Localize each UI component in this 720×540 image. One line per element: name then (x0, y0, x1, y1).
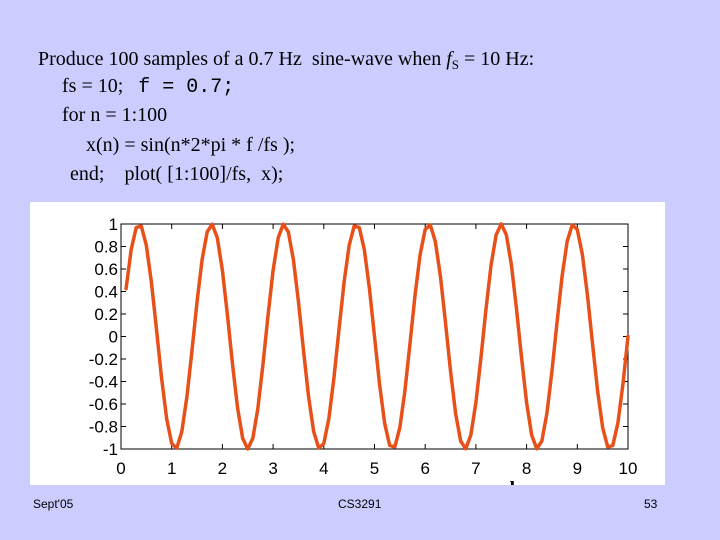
y-tick-label-1: 0.8 (94, 238, 118, 257)
chart-panel: 0 1 2 3 4 5 6 7 8 9 10 1 0.8 0.6 0.4 0.2 0 -0.2 -0.4 -0.6 -0… (30, 202, 665, 485)
sine-wave-chart: 0 1 2 3 4 5 6 7 8 9 10 1 0.8 0.6 0.4 0.2 0 -0.2 -0.4 -0.6 -0… (89, 215, 638, 485)
footer-course: CS3291 (338, 497, 382, 511)
y-tick-label-4: 0.2 (94, 305, 118, 324)
x-tick-label-2: 2 (218, 459, 227, 478)
y-tick-label-8: -0.6 (89, 395, 118, 414)
title-prefix: Produce 100 samples of a 0.7 Hz sine-wav… (38, 48, 447, 70)
y-tick-label-3: 0.4 (94, 283, 118, 302)
footer-date: Sept'05 (33, 497, 74, 511)
y-tick-label-5: 0 (109, 328, 118, 347)
x-tick-label-9: 9 (573, 459, 582, 478)
x-tick-label-5: 5 (370, 459, 379, 478)
code-line-1: fs = 10; f = 0.7; (62, 75, 234, 99)
title-fs-subscript: S (451, 57, 460, 72)
x-tick-label-3: 3 (268, 459, 277, 478)
code-f-assign: f = 0.7; (138, 76, 235, 99)
y-tick-label-2: 0.6 (94, 260, 118, 279)
y-tick-label-9: -0.8 (89, 418, 118, 437)
x-tick-label-10: 10 (619, 459, 638, 478)
x-tick-label-4: 4 (319, 459, 328, 478)
y-tick-label-6: -0.2 (89, 350, 118, 369)
code-fs-assign: fs = 10; (62, 75, 124, 97)
y-tick-label-7: -0.4 (89, 373, 118, 392)
code-end: end; (70, 163, 105, 185)
x-axis-label: seconds (457, 478, 523, 485)
x-tick-label-7: 7 (471, 459, 480, 478)
title-suffix: = 10 Hz: (459, 48, 535, 70)
y-tick-label-10: -1 (103, 440, 118, 459)
series-line-0 (124, 222, 630, 451)
x-tick-label-1: 1 (167, 459, 176, 478)
code-line-2: for n = 1:100 (62, 104, 168, 126)
slide-title: Produce 100 samples of a 0.7 Hz sine-wav… (38, 48, 534, 73)
x-tick-label-8: 8 (522, 459, 531, 478)
x-tick-label-6: 6 (420, 459, 429, 478)
title-fs-symbol: f (446, 48, 452, 70)
x-tick-label-0: 0 (116, 459, 125, 478)
footer-page-number: 53 (644, 497, 658, 511)
y-tick-label-0: 1 (109, 215, 118, 234)
code-plot: plot( [1:100]/fs, x); (124, 163, 284, 185)
code-line-3: x(n) = sin(n*2*pi * f /fs ); (86, 134, 296, 156)
code-line-4: end; plot( [1:100]/fs, x); (70, 163, 283, 186)
